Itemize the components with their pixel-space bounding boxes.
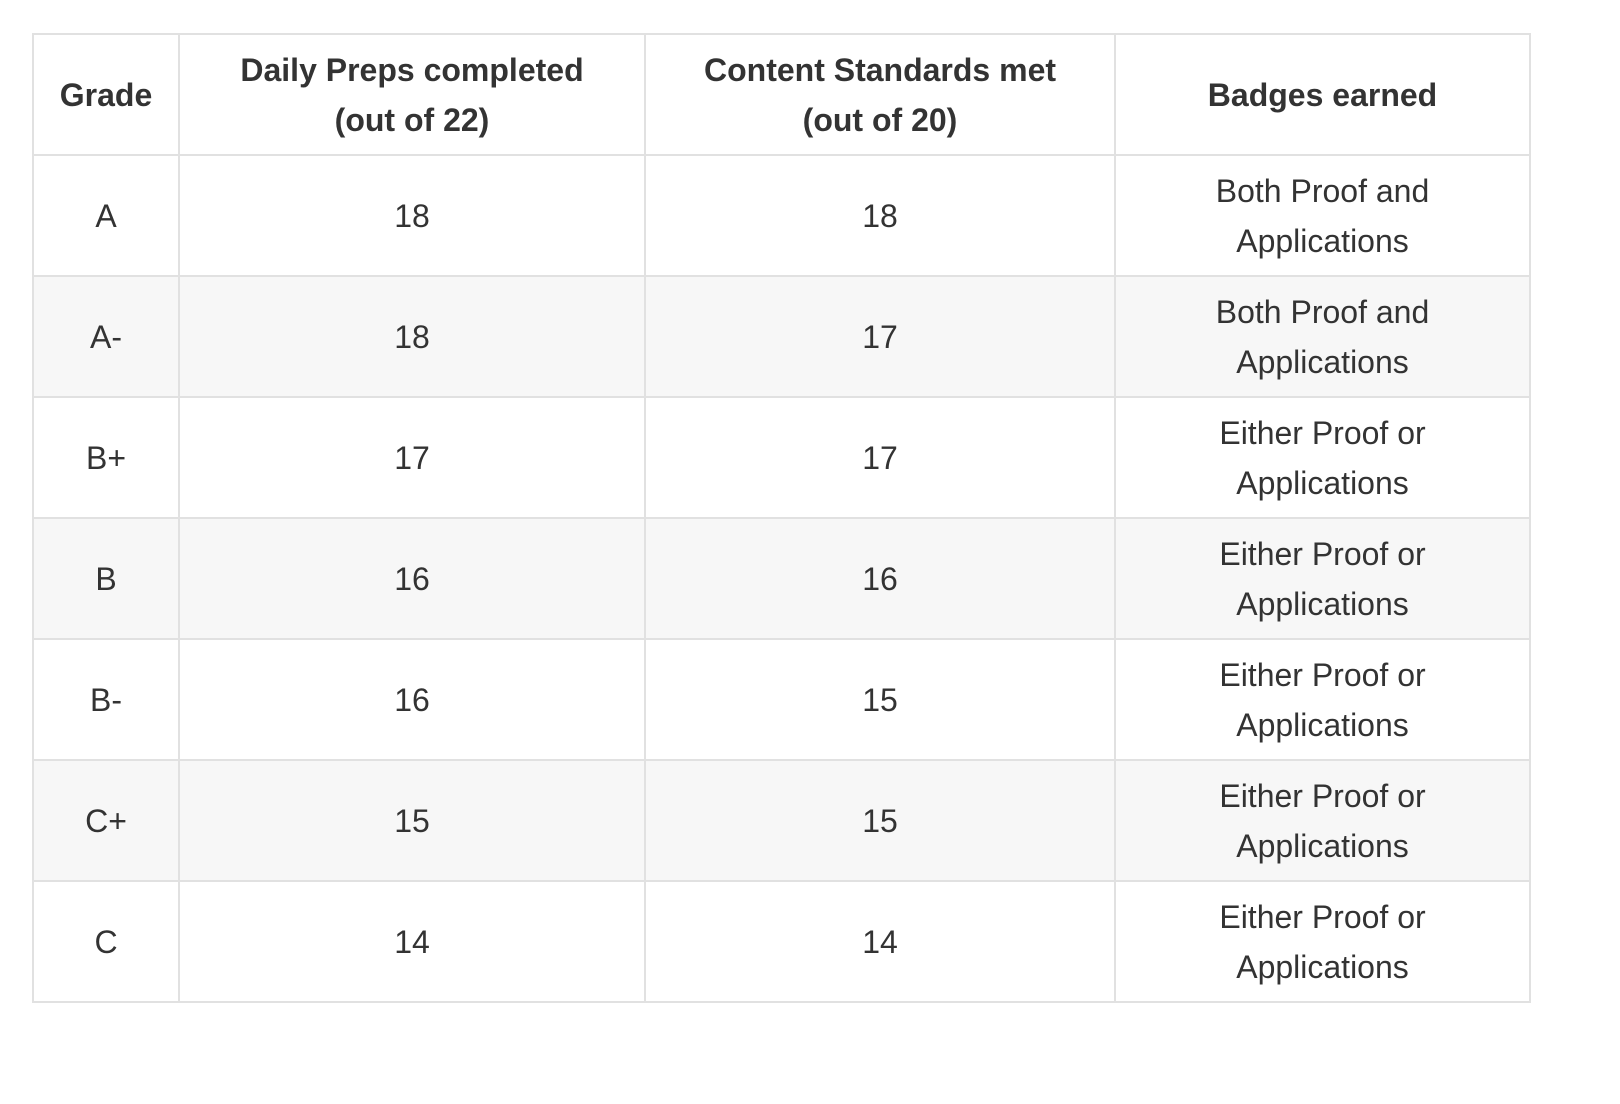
badges-text: Either Proof or Applications: [1219, 898, 1426, 985]
table-row: A 18 18 Both Proof and Applications: [32, 154, 1531, 277]
header-daily-preps-subtitle: (out of 22): [334, 101, 490, 138]
grading-table: Grade Daily Preps completed (out of 22) …: [32, 33, 1531, 1003]
header-grade-label: Grade: [59, 76, 153, 113]
badges-text: Either Proof or Applications: [1219, 777, 1426, 864]
badges-cell: Both Proof and Applications: [1114, 275, 1531, 398]
table-row: A- 18 17 Both Proof and Applications: [32, 275, 1531, 398]
badges-text: Both Proof and Applications: [1215, 293, 1430, 380]
content-standards-cell: 17: [644, 275, 1116, 398]
grade-cell: B-: [32, 638, 180, 761]
table-body: A 18 18 Both Proof and Applications A- 1…: [32, 154, 1531, 1003]
badges-cell: Either Proof or Applications: [1114, 759, 1531, 882]
grade-cell: A-: [32, 275, 180, 398]
daily-preps-cell: 14: [178, 880, 646, 1003]
badges-cell: Either Proof or Applications: [1114, 638, 1531, 761]
header-grade: Grade: [32, 33, 180, 156]
table-row: B 16 16 Either Proof or Applications: [32, 517, 1531, 640]
content-standards-cell: 18: [644, 154, 1116, 277]
content-standards-cell: 15: [644, 759, 1116, 882]
table-row: C+ 15 15 Either Proof or Applications: [32, 759, 1531, 882]
header-badges-earned: Badges earned: [1114, 33, 1531, 156]
content-standards-cell: 16: [644, 517, 1116, 640]
content-standards-cell: 15: [644, 638, 1116, 761]
badges-cell: Either Proof or Applications: [1114, 517, 1531, 640]
grade-cell: A: [32, 154, 180, 277]
daily-preps-cell: 15: [178, 759, 646, 882]
header-content-standards: Content Standards met (out of 20): [644, 33, 1116, 156]
content-standards-cell: 17: [644, 396, 1116, 519]
daily-preps-cell: 17: [178, 396, 646, 519]
grade-cell: C+: [32, 759, 180, 882]
content-standards-cell: 14: [644, 880, 1116, 1003]
table-row: B+ 17 17 Either Proof or Applications: [32, 396, 1531, 519]
table-row: B- 16 15 Either Proof or Applications: [32, 638, 1531, 761]
badges-cell: Either Proof or Applications: [1114, 396, 1531, 519]
table-header: Grade Daily Preps completed (out of 22) …: [32, 33, 1531, 156]
daily-preps-cell: 16: [178, 517, 646, 640]
header-daily-preps: Daily Preps completed (out of 22): [178, 33, 646, 156]
badges-text: Both Proof and Applications: [1215, 172, 1430, 259]
header-daily-preps-label: Daily Preps completed: [240, 51, 584, 88]
header-row: Grade Daily Preps completed (out of 22) …: [32, 33, 1531, 156]
badges-cell: Either Proof or Applications: [1114, 880, 1531, 1003]
daily-preps-cell: 16: [178, 638, 646, 761]
badges-text: Either Proof or Applications: [1219, 656, 1426, 743]
badges-cell: Both Proof and Applications: [1114, 154, 1531, 277]
daily-preps-cell: 18: [178, 154, 646, 277]
badges-text: Either Proof or Applications: [1219, 535, 1426, 622]
daily-preps-cell: 18: [178, 275, 646, 398]
badges-text: Either Proof or Applications: [1219, 414, 1426, 501]
grade-cell: C: [32, 880, 180, 1003]
grade-cell: B: [32, 517, 180, 640]
header-content-standards-subtitle: (out of 20): [802, 101, 958, 138]
header-badges-earned-label: Badges earned: [1207, 76, 1438, 113]
grade-cell: B+: [32, 396, 180, 519]
table-row: C 14 14 Either Proof or Applications: [32, 880, 1531, 1003]
header-content-standards-label: Content Standards met: [703, 51, 1057, 88]
